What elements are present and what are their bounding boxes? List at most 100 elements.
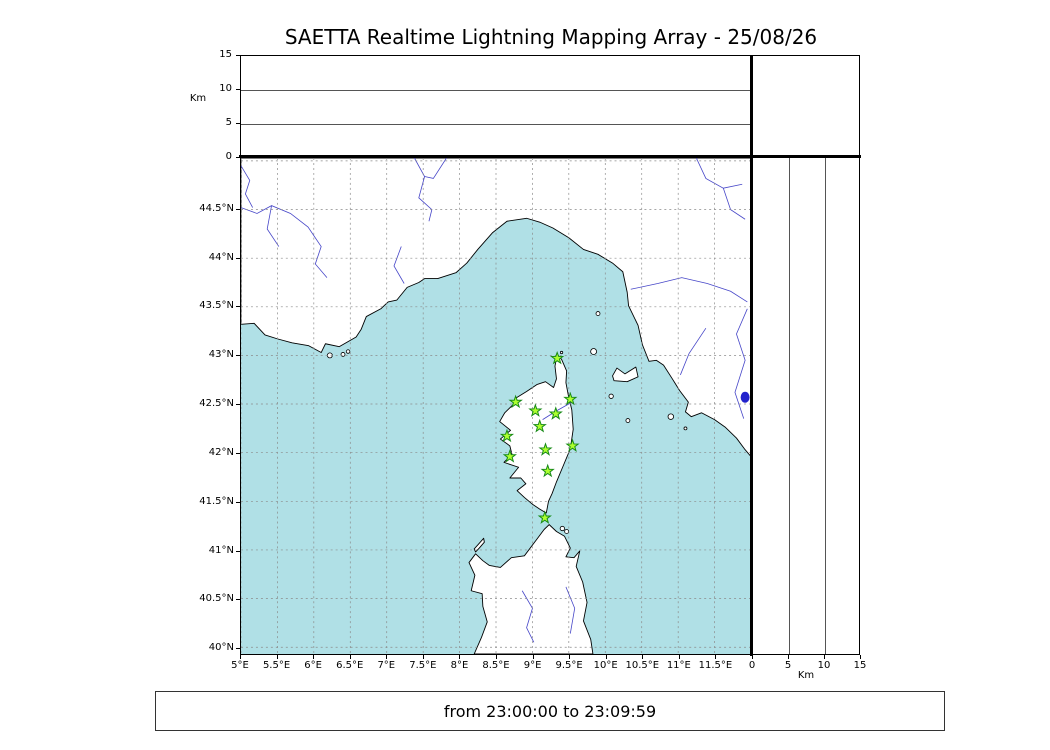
tick-mark bbox=[236, 404, 240, 406]
river bbox=[393, 246, 405, 284]
river bbox=[241, 205, 328, 278]
river bbox=[241, 165, 254, 208]
lon-tick-label: 6.5°E bbox=[336, 660, 364, 671]
station-marker bbox=[537, 510, 552, 524]
tick-mark bbox=[860, 655, 861, 659]
river bbox=[734, 308, 748, 419]
altitude-gridline bbox=[241, 124, 751, 125]
islet bbox=[340, 352, 346, 357]
tick-mark bbox=[236, 89, 240, 90]
lon-tick-label: 10°E bbox=[593, 660, 618, 671]
altitude-axis-label-top: Km bbox=[189, 93, 207, 104]
figure-title: SAETTA Realtime Lightning Mapping Array … bbox=[284, 25, 818, 49]
tick-mark bbox=[236, 257, 240, 259]
panel-separator-vertical bbox=[750, 55, 753, 656]
tick-mark bbox=[422, 655, 424, 659]
lon-tick-label: 5°E bbox=[231, 660, 249, 671]
tick-mark bbox=[459, 655, 461, 659]
panel-separator-horizontal bbox=[239, 155, 861, 158]
tick-mark bbox=[236, 648, 240, 650]
islet bbox=[595, 311, 601, 316]
lon-tick-label: 6°E bbox=[304, 660, 322, 671]
lat-tick-label: 43°N bbox=[208, 349, 234, 361]
river bbox=[424, 158, 447, 179]
tick-mark bbox=[532, 655, 534, 659]
tick-mark bbox=[236, 550, 240, 552]
tick-mark bbox=[236, 306, 240, 308]
lon-tick-label: 9.5°E bbox=[555, 660, 583, 671]
altitude-tick-label: 5 bbox=[225, 117, 232, 128]
lon-tick-label: 8.5°E bbox=[482, 660, 510, 671]
tick-mark bbox=[349, 655, 351, 659]
tick-mark bbox=[236, 208, 240, 210]
station-marker bbox=[528, 403, 543, 417]
lon-tick-label: 11.5°E bbox=[698, 660, 733, 671]
altitude-gridline bbox=[825, 158, 826, 654]
tick-mark bbox=[386, 655, 388, 659]
altitude-tick-label: 15 bbox=[219, 49, 232, 60]
tick-mark bbox=[236, 123, 240, 124]
river bbox=[630, 277, 748, 303]
altitude-tick-label: 10 bbox=[817, 660, 831, 671]
islet bbox=[625, 418, 631, 423]
station-marker bbox=[565, 438, 580, 452]
tick-mark bbox=[236, 55, 240, 56]
lat-tick-label: 40.5°N bbox=[199, 593, 234, 605]
station-marker bbox=[508, 394, 523, 409]
station-marker bbox=[540, 463, 555, 478]
tick-mark bbox=[715, 655, 717, 659]
time-range-text: from 23:00:00 to 23:09:59 bbox=[443, 701, 657, 721]
lon-tick-label: 5.5°E bbox=[262, 660, 291, 671]
tick-mark bbox=[276, 655, 278, 659]
altitude-vs-longitude-panel bbox=[240, 55, 752, 157]
river bbox=[414, 158, 433, 222]
islet bbox=[564, 529, 570, 534]
river bbox=[565, 586, 576, 634]
landmass bbox=[468, 524, 594, 654]
lon-tick-label: 10.5°E bbox=[625, 660, 660, 671]
islet bbox=[667, 413, 675, 420]
tick-mark bbox=[678, 655, 680, 659]
altitude-axis-label-right: Km bbox=[797, 670, 815, 681]
lat-tick-label: 41.5°N bbox=[199, 495, 234, 507]
tick-mark bbox=[236, 501, 240, 503]
lat-tick-label: 41°N bbox=[208, 544, 234, 556]
islet bbox=[559, 350, 564, 355]
lat-tick-label: 44.5°N bbox=[199, 202, 234, 214]
river bbox=[521, 590, 535, 643]
station-marker bbox=[563, 391, 578, 406]
tick-mark bbox=[752, 655, 753, 659]
altitude-gridline bbox=[241, 90, 751, 91]
rivers bbox=[241, 158, 750, 643]
lon-tick-label: 11°E bbox=[666, 660, 691, 671]
graticule bbox=[241, 158, 751, 654]
altitude-tick-label: 15 bbox=[853, 660, 867, 671]
tick-mark bbox=[569, 655, 571, 659]
tick-mark bbox=[236, 157, 240, 158]
islet bbox=[608, 393, 614, 399]
tick-mark bbox=[824, 655, 825, 659]
tick-mark bbox=[642, 655, 644, 659]
tick-mark bbox=[236, 355, 240, 357]
altitude-tick-label: 10 bbox=[219, 83, 232, 94]
time-range-box: from 23:00:00 to 23:09:59 bbox=[155, 691, 945, 731]
map-panel bbox=[240, 157, 752, 655]
lat-tick-label: 44°N bbox=[208, 251, 234, 263]
lat-tick-label: 40°N bbox=[208, 642, 234, 654]
tick-mark bbox=[240, 655, 241, 659]
tick-mark bbox=[788, 655, 789, 659]
landmasses bbox=[241, 158, 751, 654]
landmass bbox=[241, 158, 751, 458]
station-marker bbox=[548, 406, 563, 420]
lon-tick-label: 8°E bbox=[450, 660, 469, 671]
river bbox=[266, 205, 280, 247]
station-marker bbox=[550, 350, 565, 365]
lat-tick-label: 42.5°N bbox=[199, 398, 234, 410]
islet bbox=[683, 426, 688, 431]
landmass bbox=[473, 537, 485, 553]
tick-mark bbox=[236, 599, 240, 601]
station-marker bbox=[538, 442, 553, 456]
station-marker bbox=[499, 428, 515, 443]
landmass bbox=[612, 366, 639, 383]
